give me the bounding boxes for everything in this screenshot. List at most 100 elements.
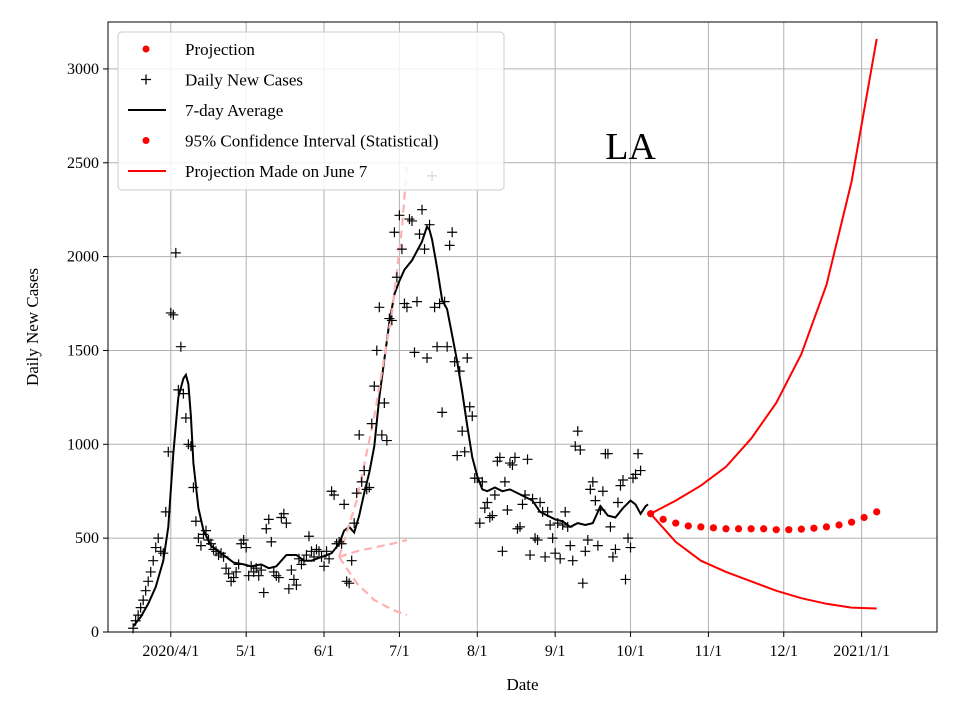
daily-case-point — [321, 546, 332, 557]
daily-case-point — [623, 533, 634, 544]
daily-case-point — [266, 536, 277, 547]
daily-case-point — [213, 550, 224, 561]
x-axis: 2020/4/1 5/1 6/1 7/1 8/1 9/1 10/1 11/1 12/1 2021/… — [142, 632, 890, 660]
daily-case-point — [339, 499, 350, 510]
daily-case-point — [155, 546, 166, 557]
projection-point — [785, 526, 793, 534]
daily-case-point — [145, 566, 156, 577]
legend-label: Projection — [185, 40, 255, 59]
series-layer — [128, 38, 881, 634]
daily-case-point — [494, 452, 505, 463]
projection-point — [835, 521, 843, 529]
daily-case-point — [610, 544, 621, 555]
x-tick-label: 2021/1/1 — [833, 643, 890, 660]
daily-case-point — [344, 578, 355, 589]
projection-point — [722, 525, 730, 533]
x-tick-label: 10/1 — [616, 643, 644, 660]
daily-case-point — [509, 452, 520, 463]
daily-case-point — [555, 553, 566, 564]
daily-case-point — [411, 296, 422, 307]
daily-case-point — [329, 489, 340, 500]
projection-point — [822, 523, 831, 531]
projection-point — [672, 519, 680, 527]
daily-case-point — [417, 204, 428, 215]
legend: Projection Daily New Cases 7-day Average 95… — [117, 31, 505, 191]
daily-case-point — [150, 542, 161, 553]
daily-case-point — [447, 227, 458, 238]
x-tick-label: 7/1 — [389, 643, 409, 660]
daily-case-point — [158, 548, 169, 559]
daily-case-point — [605, 521, 616, 532]
daily-case-point — [542, 506, 553, 517]
daily-case-point — [173, 384, 184, 395]
daily-case-point — [562, 521, 573, 532]
projection-point — [747, 525, 755, 533]
daily-case-point — [504, 458, 515, 469]
daily-case-point — [231, 566, 242, 577]
legend-item: 95% Confidence Interval (Statistical) — [142, 132, 439, 151]
daily-case-point — [359, 465, 370, 476]
daily-case-point — [376, 429, 387, 440]
daily-case-point — [140, 585, 151, 596]
daily-case-point — [356, 476, 367, 487]
projection-point — [847, 518, 856, 526]
y-tick-label: 500 — [75, 530, 99, 547]
daily-case-point — [138, 595, 149, 606]
daily-case-point — [351, 488, 362, 499]
daily-case-point — [221, 563, 232, 574]
legend-label: 7-day Average — [185, 101, 283, 120]
daily-case-point — [635, 465, 646, 476]
daily-case-point — [452, 450, 463, 461]
daily-case-point — [502, 505, 513, 515]
legend-item: Projection — [142, 40, 255, 59]
daily-case-point — [474, 518, 485, 529]
daily-case-point — [391, 272, 402, 283]
daily-case-point — [288, 574, 299, 585]
daily-case-point — [462, 352, 473, 363]
x-tick-label: 5/1 — [236, 643, 256, 660]
legend-item: 7-day Average — [128, 101, 283, 120]
projection-point — [797, 525, 805, 533]
x-tick-label: 9/1 — [545, 643, 565, 660]
daily-case-point — [459, 446, 470, 457]
daily-case-point — [261, 523, 272, 534]
daily-case-point — [499, 476, 510, 487]
legend-dot-icon — [142, 137, 150, 144]
daily-case-point — [281, 518, 292, 529]
legend-box — [117, 31, 505, 191]
daily-case-point — [560, 506, 571, 517]
daily-case-point — [316, 551, 327, 562]
y-axis: 0 500 1000 1500 2000 2500 3000 — [67, 61, 108, 641]
daily-case-point — [170, 247, 181, 258]
projection-point — [760, 525, 768, 533]
projection-point — [873, 508, 881, 516]
daily-case-point — [477, 476, 488, 487]
ci-upper-line — [650, 38, 878, 515]
daily-case-point — [251, 563, 262, 574]
daily-case-point — [241, 542, 252, 553]
daily-case-point — [530, 533, 541, 544]
daily-case-point — [341, 576, 352, 587]
daily-case-point — [165, 307, 176, 318]
daily-case-point — [258, 587, 269, 598]
daily-case-point — [547, 533, 558, 544]
daily-case-point — [291, 580, 302, 591]
daily-case-point — [545, 520, 556, 531]
projection-point — [810, 524, 818, 532]
x-tick-label: 8/1 — [467, 643, 487, 660]
y-tick-label: 1500 — [67, 342, 99, 359]
daily-case-point — [389, 227, 400, 238]
daily-case-point — [188, 482, 199, 493]
daily-case-point — [180, 413, 191, 424]
y-tick-label: 2000 — [67, 249, 99, 266]
y-tick-label: 3000 — [67, 61, 99, 78]
x-tick-label: 11/1 — [694, 643, 722, 660]
daily-case-point — [190, 516, 201, 527]
daily-case-point — [414, 229, 425, 240]
x-tick-label: 6/1 — [314, 643, 334, 660]
daily-case-point — [238, 535, 249, 546]
daily-case-point — [432, 341, 443, 352]
daily-case-point — [243, 570, 254, 581]
daily-case-point — [419, 244, 430, 255]
